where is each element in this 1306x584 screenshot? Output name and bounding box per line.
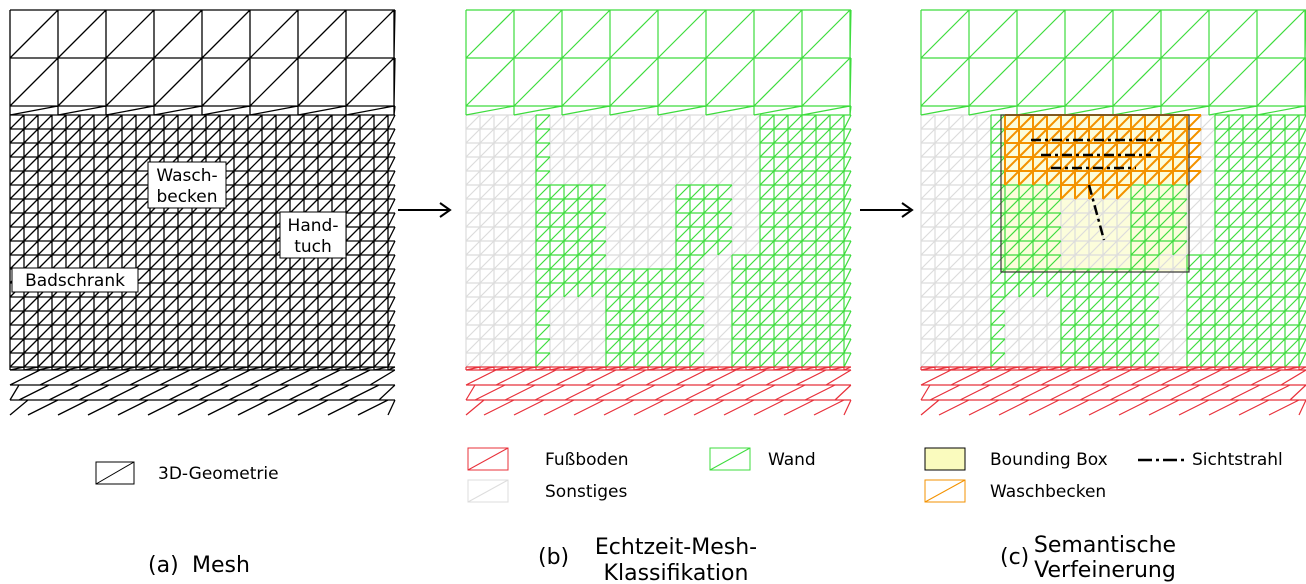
captions: (a) Mesh (b) Echtzeit-Mesh- Klassifikati…: [148, 533, 1176, 584]
legend-label: 3D-Geometrie: [158, 464, 279, 484]
caption: Mesh: [192, 553, 250, 578]
panel-label: (b): [538, 545, 569, 570]
legend: 3D-Geometrie Fußboden Wand Sonstiges Bou…: [96, 448, 1283, 502]
legend-label: Waschbecken: [990, 482, 1106, 502]
caption: Echtzeit-Mesh-: [595, 535, 757, 560]
meshes: [10, 10, 1306, 415]
legend-label: Bounding Box: [990, 450, 1108, 470]
panel-label: (c): [1000, 545, 1029, 570]
annotation: Badschrank: [25, 271, 125, 291]
annotation: Wasch-: [156, 166, 217, 186]
caption: Semantische: [1034, 533, 1176, 558]
figure: Wasch- becken Hand- tuch Badschrank 3D-G…: [0, 0, 1306, 584]
annotation: Hand-: [288, 216, 339, 236]
mesh-sink: [550, 115, 746, 269]
legend-label: Fußboden: [545, 450, 629, 470]
annotation: tuch: [294, 237, 332, 257]
caption: Klassifikation: [604, 561, 749, 584]
annotation: becken: [156, 187, 217, 207]
mesh-floor: [10, 367, 395, 415]
arrow: [860, 203, 912, 217]
legend-label: Wand: [768, 450, 816, 470]
legend-icon: [925, 448, 965, 470]
mesh-floor: [921, 367, 1306, 415]
arrows: [398, 203, 912, 217]
caption: Verfeinerung: [1034, 558, 1176, 583]
panel-label: (a): [148, 553, 179, 578]
legend-label: Sonstiges: [545, 482, 627, 502]
mesh-floor: [466, 367, 851, 415]
legend-label: Sichtstrahl: [1192, 450, 1283, 470]
arrow: [398, 203, 450, 217]
